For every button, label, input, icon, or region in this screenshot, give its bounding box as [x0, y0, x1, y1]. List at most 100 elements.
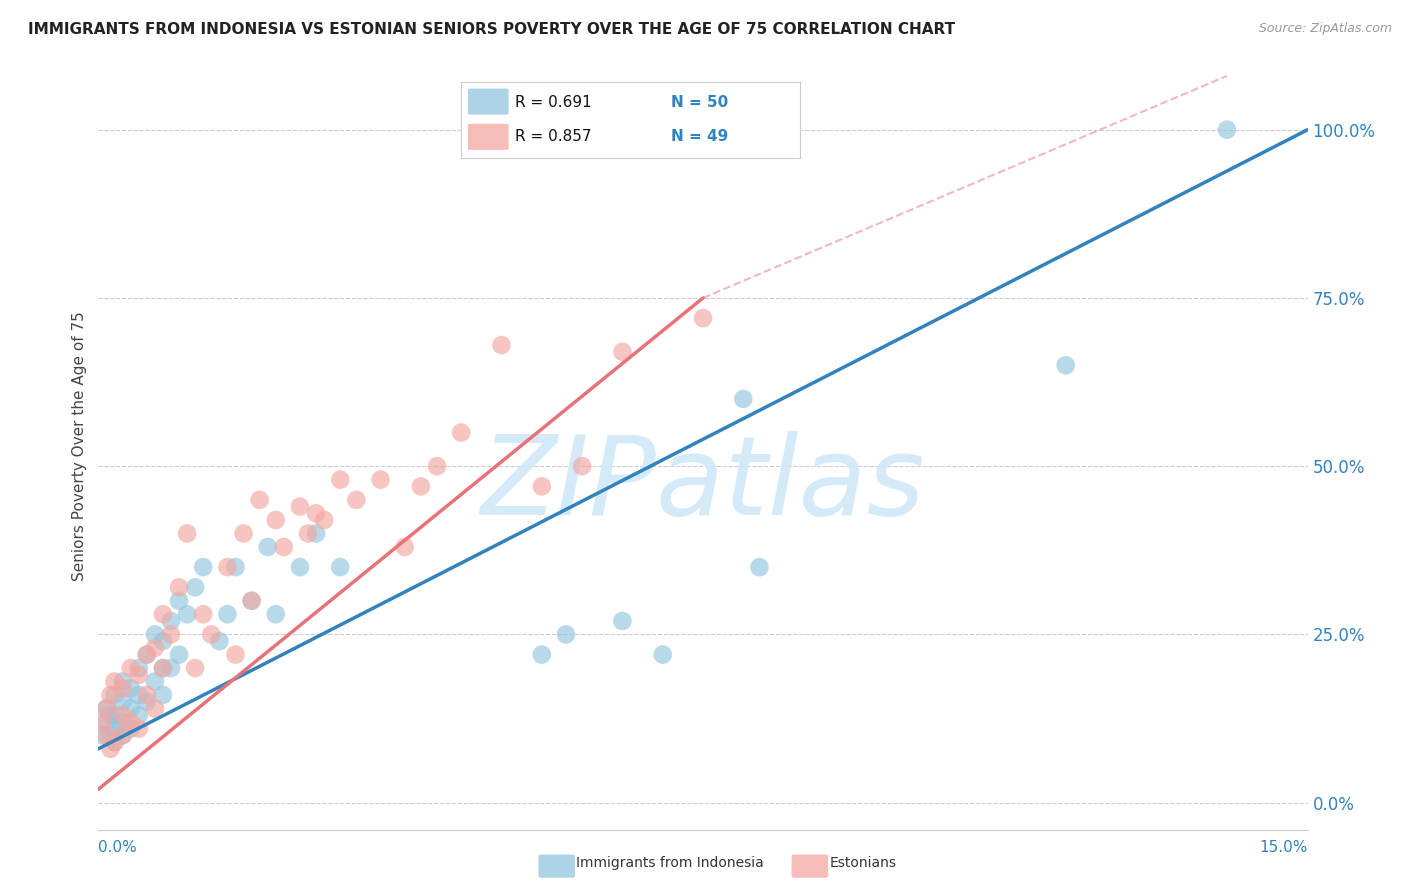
Point — [208, 634, 231, 648]
Point — [305, 506, 328, 520]
Point — [128, 708, 150, 723]
Point — [100, 708, 122, 723]
Point — [176, 607, 198, 622]
Text: Immigrants from Indonesia: Immigrants from Indonesia — [576, 856, 765, 871]
Point — [100, 728, 122, 742]
Point — [152, 607, 174, 622]
Point — [135, 648, 157, 662]
Point — [111, 674, 134, 689]
Point — [103, 688, 125, 702]
Point — [128, 667, 150, 681]
Point — [249, 492, 271, 507]
Point — [111, 708, 134, 723]
Point — [217, 560, 239, 574]
Point — [128, 661, 150, 675]
Point — [111, 714, 134, 729]
Point — [240, 594, 263, 608]
Text: Estonians: Estonians — [830, 856, 897, 871]
Text: 15.0%: 15.0% — [1260, 839, 1308, 855]
Point — [224, 648, 246, 662]
Point — [1054, 358, 1077, 372]
Point — [120, 681, 142, 696]
Point — [100, 741, 122, 756]
Point — [103, 722, 125, 736]
Point — [100, 688, 122, 702]
Point — [120, 701, 142, 715]
Text: 0.0%: 0.0% — [98, 839, 138, 855]
Point — [555, 627, 578, 641]
Point — [370, 473, 392, 487]
Point — [612, 344, 634, 359]
Point — [530, 648, 553, 662]
Point — [91, 714, 114, 729]
Point — [103, 674, 125, 689]
Point — [264, 513, 287, 527]
Point — [329, 560, 352, 574]
Point — [167, 648, 190, 662]
Point — [314, 513, 336, 527]
Point — [297, 526, 319, 541]
Point — [143, 640, 166, 655]
Point — [135, 648, 157, 662]
Point — [96, 701, 118, 715]
Point — [160, 627, 183, 641]
Point — [96, 714, 118, 729]
Point — [288, 500, 311, 514]
Point — [200, 627, 222, 641]
Point — [288, 560, 311, 574]
Point — [152, 688, 174, 702]
Point — [143, 627, 166, 641]
Text: ZIPatlas: ZIPatlas — [481, 431, 925, 538]
Point — [571, 459, 593, 474]
Point — [748, 560, 770, 574]
Point — [612, 614, 634, 628]
Point — [152, 661, 174, 675]
Point — [111, 728, 134, 742]
Point — [152, 634, 174, 648]
Point — [103, 735, 125, 749]
Point — [120, 661, 142, 675]
Point — [692, 311, 714, 326]
Point — [217, 607, 239, 622]
Point — [426, 459, 449, 474]
Point — [409, 479, 432, 493]
Point — [167, 580, 190, 594]
Point — [120, 714, 142, 729]
Point — [530, 479, 553, 493]
Point — [160, 661, 183, 675]
Point — [184, 661, 207, 675]
Point — [135, 695, 157, 709]
Point — [111, 728, 134, 742]
Point — [120, 722, 142, 736]
Point — [111, 681, 134, 696]
Text: IMMIGRANTS FROM INDONESIA VS ESTONIAN SENIORS POVERTY OVER THE AGE OF 75 CORRELA: IMMIGRANTS FROM INDONESIA VS ESTONIAN SE… — [28, 22, 955, 37]
Point — [1216, 122, 1239, 136]
Text: Source: ZipAtlas.com: Source: ZipAtlas.com — [1258, 22, 1392, 36]
Point — [128, 722, 150, 736]
Point — [143, 674, 166, 689]
Y-axis label: Seniors Poverty Over the Age of 75: Seniors Poverty Over the Age of 75 — [72, 311, 87, 581]
Point — [224, 560, 246, 574]
Point — [111, 695, 134, 709]
Point — [193, 607, 215, 622]
Point — [240, 594, 263, 608]
Point — [135, 688, 157, 702]
Point — [103, 708, 125, 723]
Point — [491, 338, 513, 352]
Point — [344, 492, 367, 507]
Point — [96, 728, 118, 742]
Point — [651, 648, 673, 662]
Point — [91, 728, 114, 742]
Point — [96, 701, 118, 715]
Point — [184, 580, 207, 594]
Point — [152, 661, 174, 675]
Point — [305, 526, 328, 541]
Point — [264, 607, 287, 622]
Point — [193, 560, 215, 574]
Point — [176, 526, 198, 541]
Point — [394, 540, 416, 554]
Point — [256, 540, 278, 554]
Point — [167, 594, 190, 608]
Point — [160, 614, 183, 628]
Point — [733, 392, 755, 406]
